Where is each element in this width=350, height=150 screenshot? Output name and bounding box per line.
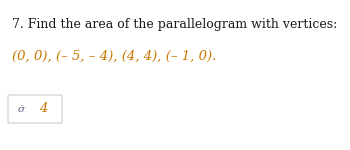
- Text: σ̇: σ̇: [18, 105, 24, 114]
- Text: 4: 4: [39, 102, 47, 116]
- FancyBboxPatch shape: [9, 97, 33, 121]
- FancyBboxPatch shape: [8, 95, 62, 123]
- Text: (0, 0), (– 5, – 4), (4, 4), (– 1, 0).: (0, 0), (– 5, – 4), (4, 4), (– 1, 0).: [12, 50, 216, 63]
- Text: 7. Find the area of the parallelogram with vertices:: 7. Find the area of the parallelogram wi…: [12, 18, 337, 31]
